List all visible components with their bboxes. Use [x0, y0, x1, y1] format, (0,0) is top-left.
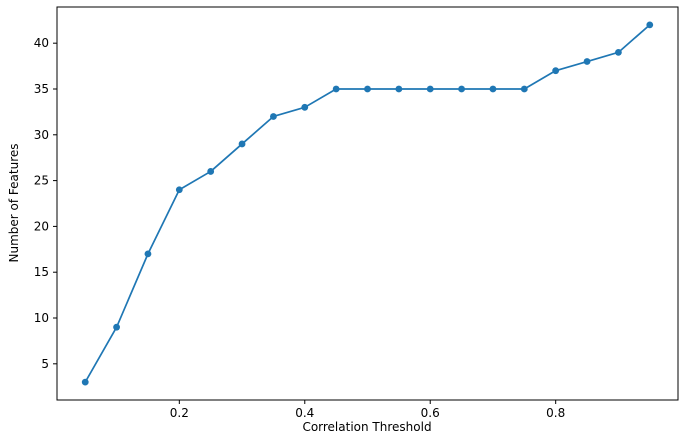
y-tick-label: 25 — [34, 174, 49, 188]
data-point-marker — [364, 85, 371, 93]
data-point-marker — [583, 58, 591, 65]
data-point-marker — [520, 85, 528, 93]
data-point-marker — [270, 113, 277, 120]
x-tick-label: 0.8 — [546, 406, 565, 420]
plot-border — [56, 6, 679, 401]
y-tick-label: 15 — [34, 265, 49, 279]
data-point-marker — [426, 85, 434, 93]
data-point-marker — [615, 48, 622, 56]
y-tick-label: 30 — [34, 128, 49, 142]
y-tick-label: 40 — [34, 36, 49, 50]
x-tick-label: 0.4 — [295, 406, 314, 420]
y-tick-label: 5 — [41, 357, 49, 371]
data-point-marker — [238, 140, 246, 148]
data-point-marker — [332, 85, 340, 93]
data-point-marker — [489, 85, 497, 93]
data-point-marker — [646, 21, 654, 29]
x-tick-label: 0.6 — [421, 406, 440, 420]
data-point-marker — [81, 378, 89, 386]
data-point-marker — [458, 85, 465, 93]
data-point-marker — [395, 85, 403, 93]
data-point-marker — [301, 103, 309, 111]
y-tick-label: 20 — [34, 219, 49, 233]
y-tick-label: 10 — [34, 311, 49, 325]
y-axis-title: Number of Features — [7, 143, 21, 263]
data-point-marker — [552, 67, 560, 75]
y-tick-label: 35 — [34, 82, 49, 96]
data-point-marker — [144, 250, 152, 258]
data-point-marker — [207, 168, 215, 175]
data-point-marker — [113, 323, 120, 331]
x-tick-label: 0.2 — [170, 406, 189, 420]
x-axis-title: Correlation Threshold — [302, 420, 432, 434]
data-point-marker — [175, 186, 183, 194]
